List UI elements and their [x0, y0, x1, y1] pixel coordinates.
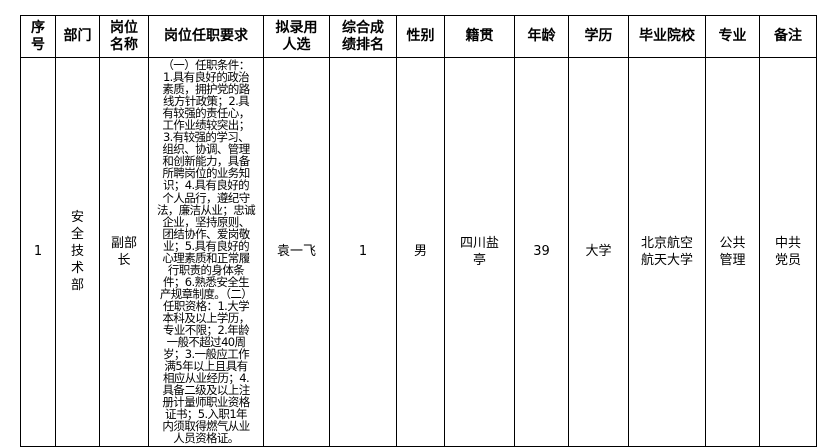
cell-index: 1: [20, 57, 56, 447]
cell-candidate: 袁一飞: [263, 57, 330, 447]
requirement-line: 内须取得燃气从业: [162, 419, 250, 434]
cell-position: 副部长: [99, 57, 149, 447]
cell-origin: 四川盐亭: [444, 57, 515, 447]
requirement-line: 所聘岗位的业务知: [162, 166, 250, 181]
header-index: 序号: [20, 15, 56, 58]
requirement-line: 册计量师职业资格: [162, 395, 250, 410]
requirement-line: 件；6.熟悉安全生: [162, 274, 250, 289]
recruitment-table: 序号 部门 岗位名称 岗位任职要求 拟录用人选 综合成绩排名 性别 籍贯 年龄 …: [20, 15, 817, 447]
requirement-line: 素质，拥护党的路: [162, 82, 250, 97]
cell-school: 北京航空航天大学: [628, 57, 706, 447]
requirement-line: 专业不限；2.年龄: [162, 323, 250, 338]
header-rank: 综合成绩排名: [329, 15, 397, 58]
cell-requirements: （一）任职条件： 1.具有良好的政治 素质，拥护党的路 线方针政策；2.具 有较强的责任…: [148, 57, 264, 447]
requirement-line: 工作业绩较突出；: [162, 118, 250, 133]
requirement-line: 心理素质和正常履: [162, 250, 250, 265]
header-requirements: 岗位任职要求: [148, 15, 264, 58]
requirement-line: 3.有较强的学习、: [162, 130, 250, 145]
requirement-line: 法，廉洁从业；忠诚: [156, 202, 256, 217]
requirement-line: 和创新能力，具备: [162, 154, 250, 169]
requirement-line: 具备二级及以上注: [162, 383, 250, 398]
cell-remark: 中共党员: [759, 57, 817, 447]
requirement-line: 企业，坚持原则、: [162, 214, 250, 229]
header-row: 序号 部门 岗位名称 岗位任职要求 拟录用人选 综合成绩排名 性别 籍贯 年龄 …: [20, 15, 817, 58]
cell-rank: 1: [329, 57, 397, 447]
cell-education: 大学: [568, 57, 629, 447]
requirement-line: 产规章制度。（二）: [159, 286, 253, 301]
requirement-line: 行职责的身体条: [167, 262, 245, 277]
header-candidate: 拟录用人选: [263, 15, 330, 58]
requirement-line: 业；5.具有良好的: [162, 238, 250, 253]
cell-age: 39: [514, 57, 569, 447]
header-position: 岗位名称: [99, 15, 149, 58]
requirement-line: 岁；3.一般应工作: [162, 347, 250, 362]
header-education: 学历: [568, 15, 629, 58]
cell-gender: 男: [396, 57, 445, 447]
header-department: 部门: [55, 15, 100, 58]
requirement-line: 本科及以上学历，: [162, 310, 250, 325]
requirement-line: 人员资格证。: [173, 431, 239, 446]
requirement-line: 相应从业经历；4.: [162, 371, 250, 386]
cell-department: 安全技术部: [55, 57, 100, 447]
header-gender: 性别: [396, 15, 445, 58]
requirement-line: 任职资格：1.大学: [162, 298, 250, 313]
requirement-line: 1.具有良好的政治: [162, 70, 250, 85]
requirement-line: 组织、协调、管理: [162, 142, 250, 157]
requirement-line: 满5年以上且具有: [164, 359, 248, 374]
table-row: 1 安全技术部 副部长 （一）任职条件： 1.具有良好的政治 素质，拥护党的路 线方针…: [20, 57, 817, 447]
header-origin: 籍贯: [444, 15, 515, 58]
header-age: 年龄: [514, 15, 569, 58]
requirement-line: 有较强的责任心，: [162, 106, 250, 121]
requirement-line: 线方针政策；2.具: [162, 94, 250, 109]
requirement-line: 证书；5.入职1年: [165, 407, 247, 422]
requirement-line: 个人品行，遵纪守: [162, 190, 250, 205]
header-school: 毕业院校: [628, 15, 706, 58]
header-major: 专业: [705, 15, 760, 58]
requirement-line: 一般不超过40周: [166, 335, 246, 350]
header-remark: 备注: [759, 15, 817, 58]
requirement-line: 团结协作、爱岗敬: [162, 226, 250, 241]
requirement-line: （一）任职条件：: [162, 58, 250, 72]
requirement-line: 识；4.具有良好的: [162, 178, 250, 193]
cell-major: 公共管理: [705, 57, 760, 447]
